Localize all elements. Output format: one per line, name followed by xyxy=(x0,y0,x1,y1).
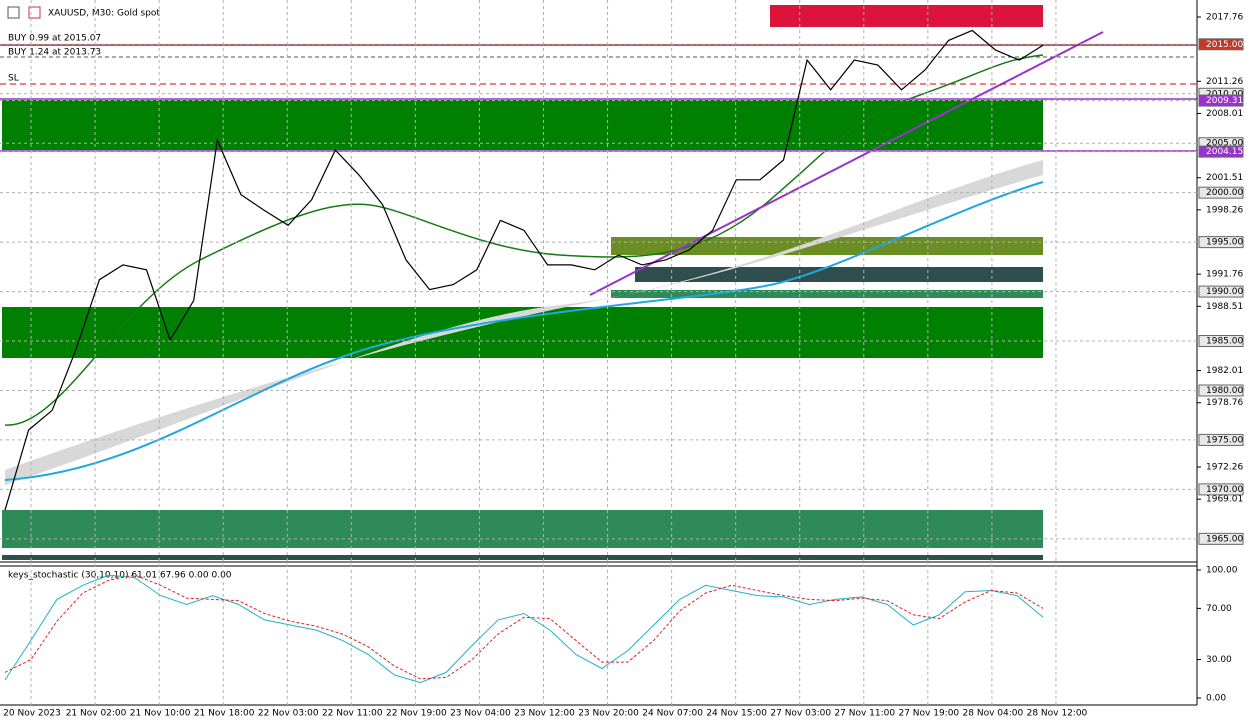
level-label: 1985.00 xyxy=(1206,337,1243,347)
price-tick-label: 1978.76 xyxy=(1206,398,1243,408)
time-label: 21 Nov 18:00 xyxy=(194,709,255,719)
level-label: 1995.00 xyxy=(1206,238,1243,248)
price-tick-label: 1982.01 xyxy=(1206,366,1243,376)
time-label: 22 Nov 11:00 xyxy=(322,709,383,719)
time-label: 24 Nov 07:00 xyxy=(642,709,703,719)
time-label: 20 Nov 2023 xyxy=(3,709,61,719)
price-tick-label: 1969.01 xyxy=(1206,495,1243,505)
price-line xyxy=(4,29,1044,511)
time-label: 23 Nov 20:00 xyxy=(578,709,639,719)
time-label: 28 Nov 04:00 xyxy=(963,709,1024,719)
zone xyxy=(2,100,1043,150)
price-tick-label: 2008.01 xyxy=(1206,109,1243,119)
level-tag xyxy=(1198,186,1244,199)
level-label: 2015.00 xyxy=(1206,40,1243,50)
zone xyxy=(611,237,1043,255)
stochastic-tick-label: 100.00 xyxy=(1206,565,1238,575)
zones xyxy=(0,0,1198,706)
level-tag xyxy=(1198,532,1244,545)
zone xyxy=(2,555,1043,560)
level-label: 1970.00 xyxy=(1206,485,1243,495)
time-label: 22 Nov 19:00 xyxy=(386,709,447,719)
moving-average xyxy=(4,54,1044,426)
time-label: 23 Nov 12:00 xyxy=(514,709,575,719)
indicator-label: keys_stochastic (30,10,10) 61.01 67.96 0… xyxy=(8,571,232,581)
time-label: 28 Nov 12:00 xyxy=(1027,709,1088,719)
time-label: 21 Nov 02:00 xyxy=(66,709,127,719)
level-label: 2010.00 xyxy=(1206,89,1243,99)
stochastic-tick-label: 30.00 xyxy=(1206,655,1232,665)
level-tag xyxy=(1198,145,1244,158)
time-label: 27 Nov 03:00 xyxy=(770,709,831,719)
price-tick-label: 1988.51 xyxy=(1206,302,1243,312)
time-label: 27 Nov 19:00 xyxy=(898,709,959,719)
time-label: 21 Nov 10:00 xyxy=(130,709,191,719)
symbol-title: XAUUSD, M30: Gold spot xyxy=(48,9,160,19)
level-label: 1975.00 xyxy=(1206,435,1243,445)
level-label: 1990.00 xyxy=(1206,287,1243,297)
order-label: BUY 1.24 at 2013.73 xyxy=(8,48,101,58)
level-tag xyxy=(1198,38,1244,51)
time-label: 27 Nov 11:00 xyxy=(834,709,895,719)
price-tick-label: 2001.51 xyxy=(1206,173,1243,183)
price-tick-label: 1998.26 xyxy=(1206,205,1243,215)
level-label: 1965.00 xyxy=(1206,534,1243,544)
order-label: BUY 0.99 at 2015.07 xyxy=(8,34,101,44)
order-label: SL xyxy=(8,74,19,84)
level-tag xyxy=(1198,236,1244,249)
stochastic-tick-label: 0.00 xyxy=(1206,693,1226,703)
time-label: 24 Nov 15:00 xyxy=(706,709,767,719)
level-label: 2000.00 xyxy=(1206,188,1243,198)
level-tag xyxy=(1198,94,1244,107)
zone xyxy=(635,267,1043,282)
time-label: 22 Nov 03:00 xyxy=(258,709,319,719)
zone xyxy=(2,510,1043,548)
level-label: 2004.15 xyxy=(1206,147,1243,157)
stochastic-tick-label: 70.00 xyxy=(1206,604,1232,614)
time-label: 23 Nov 04:00 xyxy=(450,709,511,719)
level-label: 2005.00 xyxy=(1206,139,1243,149)
moving-average xyxy=(4,181,1044,481)
trend-line xyxy=(589,31,1104,296)
icon xyxy=(7,6,20,19)
level-tag xyxy=(1198,433,1244,446)
stochastic-line xyxy=(4,574,1044,680)
level-tag xyxy=(1198,335,1244,348)
price-tick-label: 1972.26 xyxy=(1206,463,1243,473)
icon xyxy=(28,6,41,19)
level-tag xyxy=(1198,483,1244,496)
stochastic-line xyxy=(4,574,1044,684)
price-tick-label: 1991.76 xyxy=(1206,270,1243,280)
price-tick-label: 2011.26 xyxy=(1206,77,1243,87)
level-tag xyxy=(1198,384,1244,397)
level-label: 1980.00 xyxy=(1206,386,1243,396)
price-tick-label: 2017.76 xyxy=(1206,13,1243,23)
zone xyxy=(611,290,1043,298)
level-label: 2009.31 xyxy=(1206,96,1243,106)
level-tag xyxy=(1198,285,1244,298)
zone xyxy=(770,5,1043,27)
